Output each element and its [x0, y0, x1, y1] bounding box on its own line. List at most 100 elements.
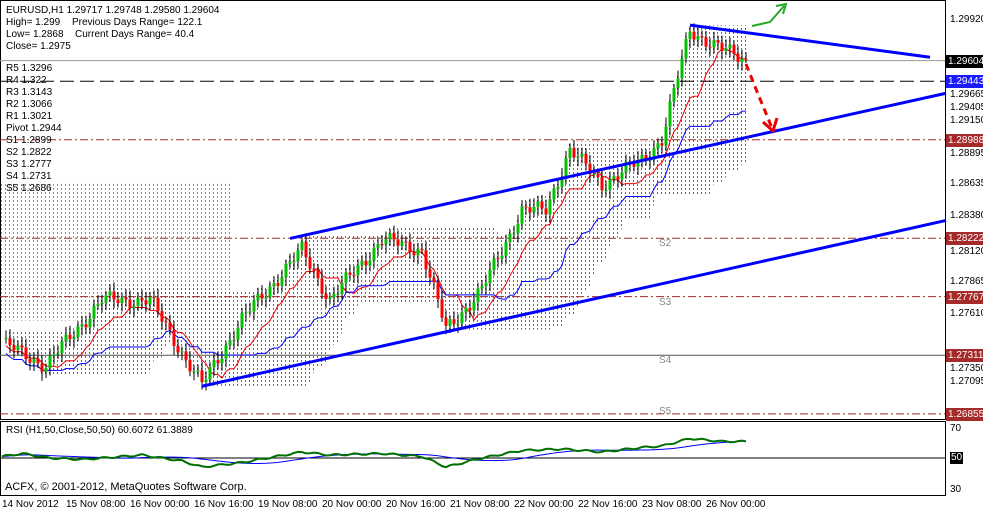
- cloud-area-bearish: [0, 181, 230, 321]
- candle-body: [332, 294, 336, 298]
- candle-body: [216, 360, 220, 364]
- candle-body: [76, 326, 80, 338]
- candle-body: [640, 154, 644, 160]
- candle-body: [572, 147, 576, 158]
- pivot-label: S3 1.2777: [6, 159, 52, 170]
- candle-body: [196, 370, 200, 372]
- candle-body: [528, 207, 532, 213]
- candle-body: [448, 319, 452, 326]
- candles: [4, 23, 748, 391]
- candle-body: [324, 293, 328, 299]
- candle-body: [552, 188, 556, 200]
- price-axis-label: 1.27610: [950, 308, 983, 320]
- candle-body: [32, 358, 36, 363]
- candle-body: [328, 297, 332, 299]
- pivot-label: S5 1.2686: [6, 183, 52, 194]
- candle-body: [404, 241, 408, 243]
- candle-body: [516, 223, 520, 234]
- candle-body: [368, 260, 372, 266]
- candle-body: [272, 283, 276, 287]
- candle-body: [548, 199, 552, 215]
- candle-body: [40, 363, 44, 372]
- candle-body: [536, 201, 540, 207]
- candle-body: [276, 283, 280, 286]
- candle-body: [700, 36, 704, 38]
- candle-body: [384, 239, 388, 245]
- candle-body: [172, 329, 176, 346]
- candle-body: [576, 156, 580, 158]
- candle-body: [712, 40, 716, 48]
- candle-body: [444, 317, 448, 326]
- candle-body: [616, 176, 620, 180]
- candle-body: [16, 345, 20, 351]
- candle-body: [672, 87, 676, 102]
- kijun-line: [5, 110, 747, 371]
- time-axis-label: 15 Nov 08:00: [66, 499, 126, 510]
- candle-body: [268, 286, 272, 298]
- candle-body: [636, 159, 640, 167]
- candle-body: [676, 78, 680, 88]
- price-axis-label: 1.28635: [950, 177, 983, 189]
- price-tag: 1.29443: [946, 75, 983, 89]
- candle-body: [56, 353, 60, 355]
- candle-body: [148, 297, 152, 305]
- rsi-level-50: 50: [950, 452, 964, 464]
- time-axis-label: 20 Nov 00:00: [322, 499, 382, 510]
- candle-body: [608, 179, 612, 190]
- candle-body: [152, 297, 156, 299]
- candle-body: [20, 345, 24, 348]
- candle-body: [372, 247, 376, 261]
- trendline: [289, 91, 947, 240]
- candle-body: [692, 31, 696, 40]
- price-tag: 1.27311: [946, 349, 983, 363]
- copyright-text: ACFX, © 2001-2012, MetaQuotes Software C…: [5, 481, 247, 493]
- candle-body: [248, 311, 252, 313]
- indicator-lines: [5, 48, 747, 379]
- candle-body: [212, 360, 216, 368]
- candle-body: [564, 158, 568, 178]
- candle-body: [544, 208, 548, 215]
- candle-body: [432, 277, 436, 283]
- price-axis-label: 1.28120: [950, 246, 983, 258]
- candle-body: [200, 370, 204, 383]
- pivot-label: R3 1.3143: [6, 87, 53, 98]
- price-axis-label: 1.29920: [950, 14, 983, 25]
- candle-body: [36, 358, 40, 364]
- candle-body: [336, 293, 340, 295]
- candle-body: [164, 321, 168, 323]
- candle-body: [124, 297, 128, 300]
- candle-body: [596, 174, 600, 178]
- candle-body: [704, 37, 708, 47]
- candle-body: [452, 319, 456, 324]
- candle-body: [308, 257, 312, 269]
- candle-body: [512, 233, 516, 235]
- rsi-line: [1, 437, 747, 469]
- candle-body: [288, 261, 292, 264]
- time-axis-label: 23 Nov 08:00: [642, 499, 702, 510]
- candle-body: [260, 293, 264, 299]
- price-tag: 1.29604: [946, 54, 983, 68]
- candle-body: [476, 288, 480, 303]
- candle-body: [80, 324, 84, 327]
- candle-body: [736, 53, 740, 62]
- candle-body: [660, 143, 664, 146]
- price-tag: 1.28988: [946, 133, 983, 147]
- candle-body: [500, 255, 504, 259]
- candle-body: [48, 355, 52, 369]
- pivot-label: S2 1.2822: [6, 147, 52, 158]
- candle-body: [356, 265, 360, 276]
- pivot-label: S1 1.2899: [6, 135, 52, 146]
- candle-body: [360, 260, 364, 266]
- rsi-lines: [0, 437, 945, 469]
- candle-body: [420, 248, 424, 251]
- candle-body: [128, 299, 132, 309]
- candle-body: [236, 327, 240, 340]
- candle-body: [708, 46, 712, 48]
- candle-body: [340, 282, 344, 294]
- candle-body: [208, 367, 212, 380]
- time-axis-label: 21 Nov 08:00: [450, 499, 510, 510]
- red-down-arrow-icon: [744, 63, 779, 134]
- pivot-label: S4 1.2731: [6, 171, 52, 182]
- candle-body: [296, 250, 300, 262]
